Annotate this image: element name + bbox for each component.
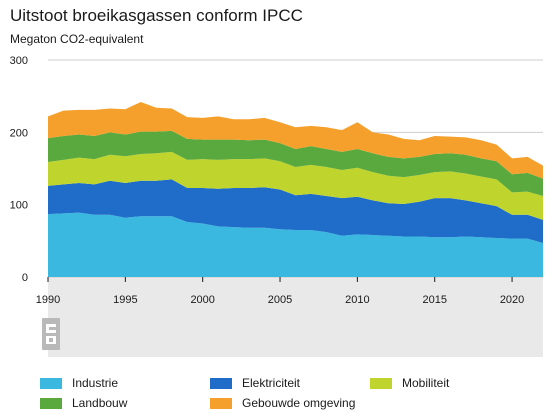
x-axis-panel (48, 277, 543, 357)
chart-title: Uitstoot broeikasgassen conform IPCC (10, 6, 303, 25)
y-axis-label: Megaton CO2-equivalent (10, 32, 144, 46)
cbs-logo (42, 318, 60, 350)
legend-label: Landbouw (72, 396, 128, 410)
area-gebouwde-omgeving (48, 101, 543, 179)
legend-swatch (210, 377, 232, 389)
legend-item-mobiliteit: Mobiliteit (370, 376, 449, 390)
area-mobiliteit (48, 151, 543, 220)
legend-item-gebouwde-omgeving: Gebouwde omgeving (210, 396, 355, 410)
y-tick-label: 0 (22, 272, 28, 284)
legend-label: Mobiliteit (402, 376, 450, 390)
x-tick-label: 1990 (36, 294, 60, 306)
y-tick-label: 200 (10, 127, 28, 139)
area-industrie (48, 212, 543, 277)
legend-item-landbouw: Landbouw (40, 396, 127, 410)
x-tick-label: 2000 (190, 294, 214, 306)
x-tick-label: 2005 (268, 294, 292, 306)
y-tick-label: 100 (10, 200, 28, 212)
legend-item-industrie: Industrie (40, 376, 118, 390)
x-tick-label: 1995 (113, 294, 137, 306)
legend-label: Gebouwde omgeving (242, 396, 356, 410)
y-tick-label: 300 (10, 55, 28, 67)
legend: Industrie Elektriciteit Mobiliteit Landbouw… (40, 376, 540, 416)
x-tick-label: 2015 (422, 294, 446, 306)
legend-swatch (40, 377, 62, 389)
x-axis: 1990 1995 2000 2005 2010 2015 2020 (36, 277, 524, 306)
legend-label: Industrie (72, 376, 119, 390)
area-elektriciteit (48, 179, 543, 243)
legend-swatch (370, 377, 392, 389)
y-axis: 0 100 200 300 (10, 55, 28, 284)
grid-lines (48, 59, 543, 357)
area-landbouw (48, 130, 543, 196)
legend-item-elektriciteit: Elektriciteit (210, 376, 300, 390)
legend-label: Elektriciteit (242, 376, 301, 390)
x-tick-label: 2020 (500, 294, 524, 306)
legend-swatch (210, 397, 232, 409)
area-chart: 1990 1995 2000 2005 2010 2015 2020 0 100 200 300 (10, 55, 543, 357)
series-areas (48, 101, 543, 277)
x-tick-label: 2010 (345, 294, 369, 306)
legend-swatch (40, 397, 62, 409)
